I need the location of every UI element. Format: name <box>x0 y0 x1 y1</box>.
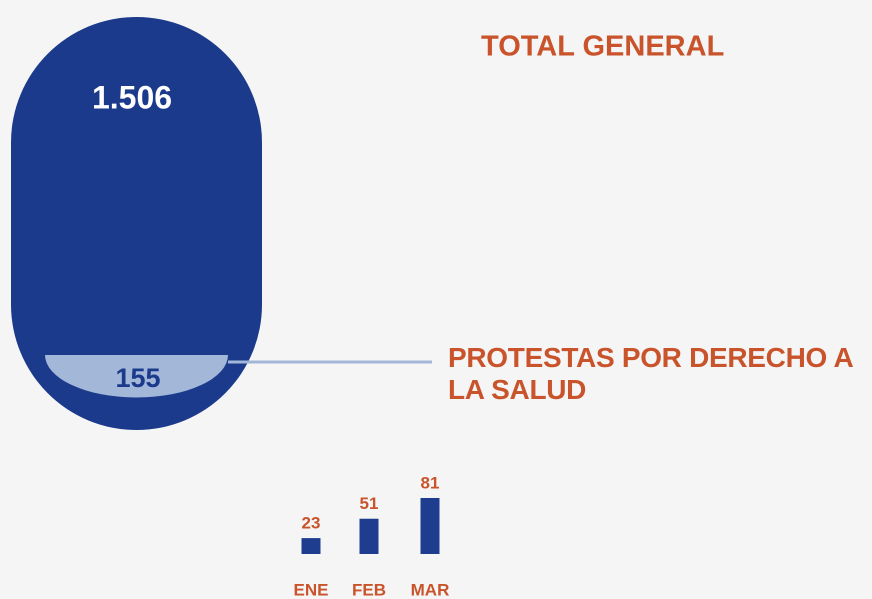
bar-value-label: 51 <box>360 494 379 513</box>
health-label: PROTESTAS POR DERECHO A LA SALUD <box>448 342 853 405</box>
total-pill <box>11 17 262 430</box>
health-segment <box>45 355 228 398</box>
x-tick-label: ENE <box>294 580 329 599</box>
total-label: TOTAL GENERAL <box>481 31 724 63</box>
x-tick-label: FEB <box>352 580 386 599</box>
bar <box>359 518 379 554</box>
bar <box>420 498 440 554</box>
health-value: 155 <box>115 363 160 393</box>
bar <box>301 538 321 554</box>
x-tick-label: MAR <box>411 580 450 599</box>
total-value: 1.506 <box>92 79 172 115</box>
bar-value-label: 23 <box>302 514 321 533</box>
bar-value-label: 81 <box>421 473 440 492</box>
